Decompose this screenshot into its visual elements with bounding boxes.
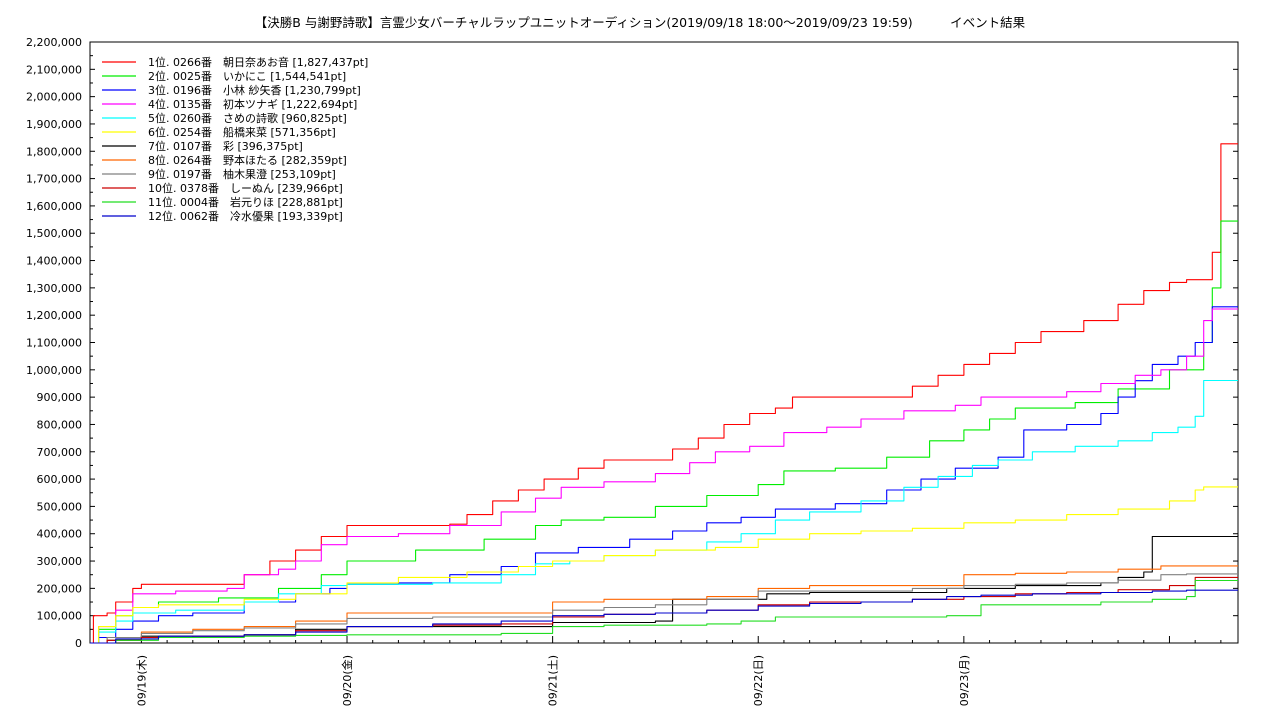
y-tick-label: 2,000,000 xyxy=(26,91,82,104)
x-tick-label: 09/21(土) xyxy=(547,655,560,706)
y-tick-label: 100,000 xyxy=(37,610,83,623)
legend-label-9: 9位. 0197番 柚木果澄 [253,109pt] xyxy=(148,167,336,181)
legend: 1位. 0266番 朝日奈あお音 [1,827,437pt]2位. 0025番 … xyxy=(102,55,368,223)
x-tick-label: 09/23(月) xyxy=(958,655,971,706)
legend-label-2: 2位. 0025番 いかにこ [1,544,541pt] xyxy=(148,69,346,83)
y-tick-label: 1,100,000 xyxy=(26,337,82,350)
axes: 0 100,000 200,000 300,000 400,000 500,000 600,… xyxy=(26,36,1239,706)
legend-label-11: 11位. 0004番 岩元りほ [228,881pt] xyxy=(148,195,343,209)
y-tick-label: 1,200,000 xyxy=(26,309,82,322)
x-tick-label: 09/22(日) xyxy=(752,655,765,706)
y-tick-label: 2,200,000 xyxy=(26,36,82,49)
legend-label-6: 6位. 0254番 船橋来菜 [571,356pt] xyxy=(148,125,336,139)
series-line-8 xyxy=(90,565,1238,644)
y-tick-label: 1,300,000 xyxy=(26,282,82,295)
plot-frame xyxy=(89,41,1239,644)
y-tick-label: 1,700,000 xyxy=(26,173,82,186)
series-line-4 xyxy=(90,308,1238,644)
y-tick-label: 700,000 xyxy=(37,446,83,459)
y-tick-label: 1,000,000 xyxy=(26,364,82,377)
series-line-3 xyxy=(90,306,1238,644)
legend-label-1: 1位. 0266番 朝日奈あお音 [1,827,437pt] xyxy=(148,55,368,69)
y-tick-label: 300,000 xyxy=(37,555,83,568)
legend-label-7: 7位. 0107番 彩 [396,375pt] xyxy=(148,139,303,153)
y-tick-label: 1,900,000 xyxy=(26,118,82,131)
series-line-5 xyxy=(90,379,1238,644)
x-tick-label: 09/20(金) xyxy=(340,655,354,706)
legend-label-5: 5位. 0260番 さめの詩歌 [960,825pt] xyxy=(148,111,347,125)
y-tick-label: 0 xyxy=(75,637,82,650)
legend-label-10: 10位. 0378番 しーぬん [239,966pt] xyxy=(148,181,343,195)
y-tick-label: 1,800,000 xyxy=(26,145,82,158)
series-line-12 xyxy=(90,589,1238,644)
x-tick-label: 09/19(木) xyxy=(135,655,148,706)
legend-label-12: 12位. 0062番 冷水優果 [193,339pt] xyxy=(148,209,343,223)
legend-label-8: 8位. 0264番 野本ほたる [282,359pt] xyxy=(148,153,347,167)
y-tick-label: 200,000 xyxy=(37,582,83,595)
y-tick-label: 600,000 xyxy=(37,473,83,486)
series-line-11 xyxy=(90,579,1238,644)
y-tick-label: 400,000 xyxy=(37,528,83,541)
y-tick-label: 800,000 xyxy=(37,418,83,431)
legend-label-3: 3位. 0196番 小林 紗矢香 [1,230,799pt] xyxy=(148,83,361,97)
y-tick-label: 1,600,000 xyxy=(26,200,82,213)
y-tick-label: 1,500,000 xyxy=(26,227,82,240)
y-tick-label: 1,400,000 xyxy=(26,255,82,268)
series-line-6 xyxy=(90,486,1238,644)
series-line-9 xyxy=(90,573,1238,644)
y-tick-label: 2,100,000 xyxy=(26,63,82,76)
chart-title: 【決勝B 与謝野詩歌】言霊少女バーチャルラップユニットオーディション(2019/… xyxy=(254,15,1026,30)
y-tick-label: 900,000 xyxy=(37,391,83,404)
series-lines xyxy=(90,143,1239,644)
y-tick-label: 500,000 xyxy=(37,500,83,513)
legend-label-4: 4位. 0135番 初本ツナギ [1,222,694pt] xyxy=(148,97,357,111)
